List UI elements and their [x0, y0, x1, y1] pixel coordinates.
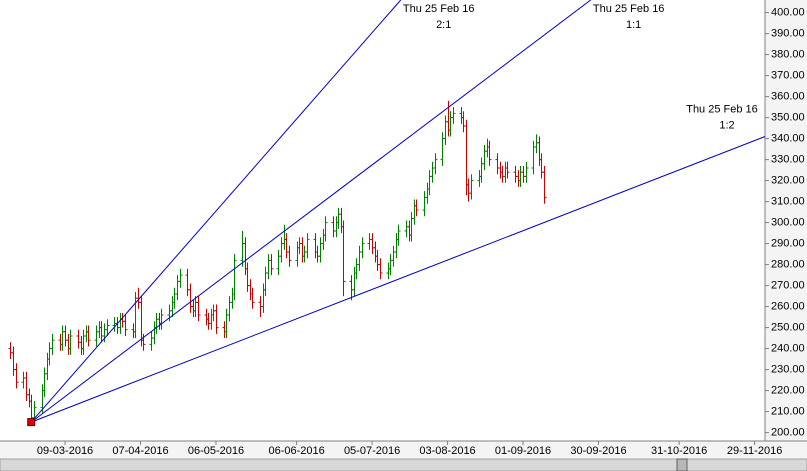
x-tick-label: 06-05-2016	[188, 445, 244, 457]
y-tick-label: 400.00	[771, 7, 805, 19]
plot-area	[8, 0, 766, 423]
scrollbar-thumb[interactable]	[676, 458, 688, 471]
y-tick-label: 270.00	[771, 280, 805, 292]
x-tick-label: 30-09-2016	[570, 445, 626, 457]
x-tick-label: 01-09-2016	[495, 445, 551, 457]
fan-origin	[27, 418, 36, 427]
y-axis-band	[765, 0, 807, 441]
fan-ratio-label: 1:1	[626, 19, 641, 31]
y-tick-label: 290.00	[771, 238, 805, 250]
fan-line	[30, 0, 591, 423]
x-tick-label: 03-08-2016	[419, 445, 475, 457]
fan-date-label: Thu 25 Feb 16	[686, 103, 758, 115]
y-tick-label: 380.00	[771, 49, 805, 61]
y-tick-label: 250.00	[771, 322, 805, 334]
y-tick-label: 230.00	[771, 364, 805, 376]
fan-ratio-label: 2:1	[436, 19, 451, 31]
y-tick-label: 330.00	[771, 154, 805, 166]
y-tick-label: 370.00	[771, 70, 805, 82]
y-tick-label: 300.00	[771, 217, 805, 229]
y-tick-label: 390.00	[771, 28, 805, 40]
y-tick-label: 200.00	[771, 427, 805, 439]
y-tick-label: 240.00	[771, 343, 805, 355]
y-tick-label: 260.00	[771, 301, 805, 313]
fan-date-label: Thu 25 Feb 16	[593, 3, 665, 15]
fan-ratio-label: 1:2	[719, 119, 734, 131]
x-tick-label: 09-03-2016	[37, 445, 93, 457]
x-tick-label: 05-07-2016	[344, 445, 400, 457]
y-tick-label: 220.00	[771, 385, 805, 397]
x-tick-label: 31-10-2016	[651, 445, 707, 457]
fan-line	[31, 136, 766, 423]
x-tick-label: 29-11-2016	[727, 445, 782, 457]
x-tick-label: 06-06-2016	[268, 445, 324, 457]
x-tick-label: 07-04-2016	[112, 445, 168, 457]
x-axis-band	[0, 441, 807, 459]
y-tick-label: 310.00	[771, 196, 805, 208]
y-tick-label: 340.00	[771, 133, 805, 145]
fan-date-label: Thu 25 Feb 16	[403, 3, 475, 15]
y-tick-label: 320.00	[771, 175, 805, 187]
fan-line	[30, 0, 402, 423]
y-tick-label: 210.00	[771, 406, 805, 418]
y-tick-label: 360.00	[771, 91, 805, 103]
scrollbar[interactable]	[0, 458, 807, 471]
y-tick-label: 350.00	[771, 112, 805, 124]
y-tick-label: 280.00	[771, 259, 805, 271]
